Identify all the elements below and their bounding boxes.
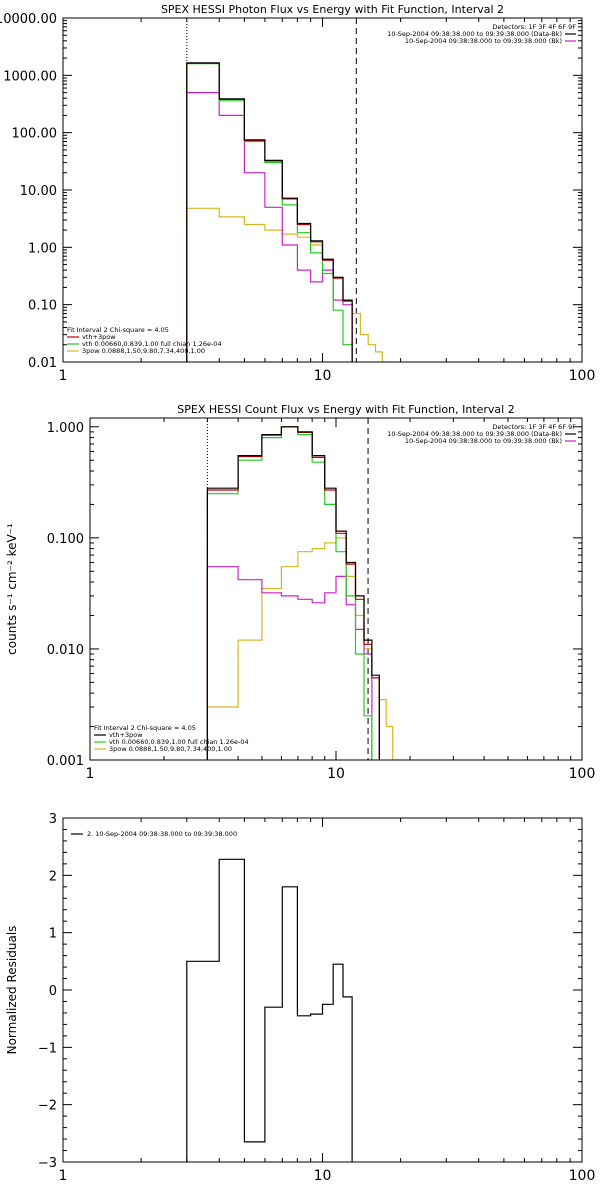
series-line <box>206 566 373 760</box>
y-tick-label: 0.010 <box>47 643 84 658</box>
y-tick-label: 1000.00 <box>3 69 57 84</box>
series-line <box>186 62 353 362</box>
chart-title: SPEX HESSI Count Flux vs Energy with Fit… <box>177 403 514 416</box>
series-line <box>186 858 353 1162</box>
y-tick-label: 0 <box>49 984 57 999</box>
legend-entry: vth 0.00660,0.839,1.00 full chian 1.26e-… <box>82 340 222 348</box>
y-axis-label: counts s⁻¹ cm⁻² keV⁻¹ <box>5 523 19 655</box>
series-line <box>186 207 390 362</box>
series-line <box>186 63 353 362</box>
chart-panel-3: Normalized Residuals 1 10 100 −3 −2 −1 0 1 2 3 2. 1… <box>5 812 595 1184</box>
y-tick-label: 3 <box>49 812 57 827</box>
legend-header: Fit Interval 2 Chi-square = 4.05 <box>94 724 196 732</box>
legend-entry: 10-Sep-2004 09:38:38.000 to 09:39:38.000… <box>405 437 562 445</box>
y-tick-label: 2 <box>49 869 57 884</box>
x-tick-label: 100 <box>569 368 596 384</box>
y-axis-label: Normalized Residuals <box>5 926 19 1055</box>
chart-title: SPEX HESSI Photon Flux vs Energy with Fi… <box>161 3 504 16</box>
x-tick-label: 1 <box>59 368 68 384</box>
y-tick-label: 1.00 <box>28 241 57 256</box>
x-tick-label: 10 <box>314 1168 332 1184</box>
y-tick-label: 0.100 <box>47 532 84 547</box>
y-tick-label: 0.001 <box>47 754 84 769</box>
series-line <box>186 62 353 362</box>
plot-frame <box>62 17 583 363</box>
y-tick-label: 0.01 <box>28 356 57 371</box>
legend-header: Detectors: 1F 3F 4F 6F 9F <box>492 423 576 431</box>
series-line <box>206 426 380 760</box>
legend-entry: 10-Sep-2004 09:38:38.000 to 09:39:38.000… <box>387 430 562 438</box>
series-line <box>206 537 400 760</box>
plot-frame <box>62 817 583 1163</box>
y-tick-label: −2 <box>38 1099 57 1114</box>
chart-panel-1: SPEX HESSI Photon Flux vs Energy with Fi… <box>0 3 595 384</box>
legend-entry: vth+3pow <box>82 333 116 341</box>
x-tick-label: 10 <box>327 766 345 782</box>
y-tick-label: 1.000 <box>47 421 84 436</box>
x-tick-label: 10 <box>314 368 332 384</box>
x-tick-label: 100 <box>569 1168 596 1184</box>
plot-frame <box>89 417 583 761</box>
y-tick-label: 10.00 <box>20 184 57 199</box>
legend-entry: 10-Sep-2004 09:38:38.000 to 09:39:38.000… <box>387 30 562 38</box>
legend-entry: 3pow 0.0888,1.50,9.80,7.34,400,1.00 <box>109 745 232 753</box>
series-line <box>186 92 353 362</box>
y-tick-label: −1 <box>38 1041 57 1056</box>
x-tick-label: 100 <box>569 766 596 782</box>
legend-entry: vth+3pow <box>109 731 143 739</box>
x-tick-label: 1 <box>59 1168 68 1184</box>
chart-panel-2: SPEX HESSI Count Flux vs Energy with Fit… <box>5 403 595 782</box>
y-tick-label: 10000.00 <box>0 12 57 27</box>
y-tick-label: 100.00 <box>12 127 58 142</box>
legend-entry: 2. 10-Sep-2004 09:38:38.000 to 09:39:38.… <box>87 830 237 838</box>
legend-entry: vth 0.00660,0.839,1.00 full chian 1.26e-… <box>109 738 249 746</box>
legend-entry: 10-Sep-2004 09:38:38.000 to 09:39:38.000… <box>405 37 562 45</box>
series-line <box>206 426 373 760</box>
series-line <box>206 426 380 760</box>
y-tick-label: 1 <box>49 927 57 942</box>
x-tick-label: 1 <box>86 766 95 782</box>
legend-header: Detectors: 1F 3F 4F 6F 9F <box>492 23 576 31</box>
y-tick-label: −3 <box>38 1156 57 1171</box>
legend-header: Fit Interval 2 Chi-square = 4.05 <box>67 326 169 334</box>
y-tick-label: 0.10 <box>28 299 57 314</box>
legend-entry: 3pow 0.0888,1.50,9.80,7.34,400,1.00 <box>82 347 205 355</box>
